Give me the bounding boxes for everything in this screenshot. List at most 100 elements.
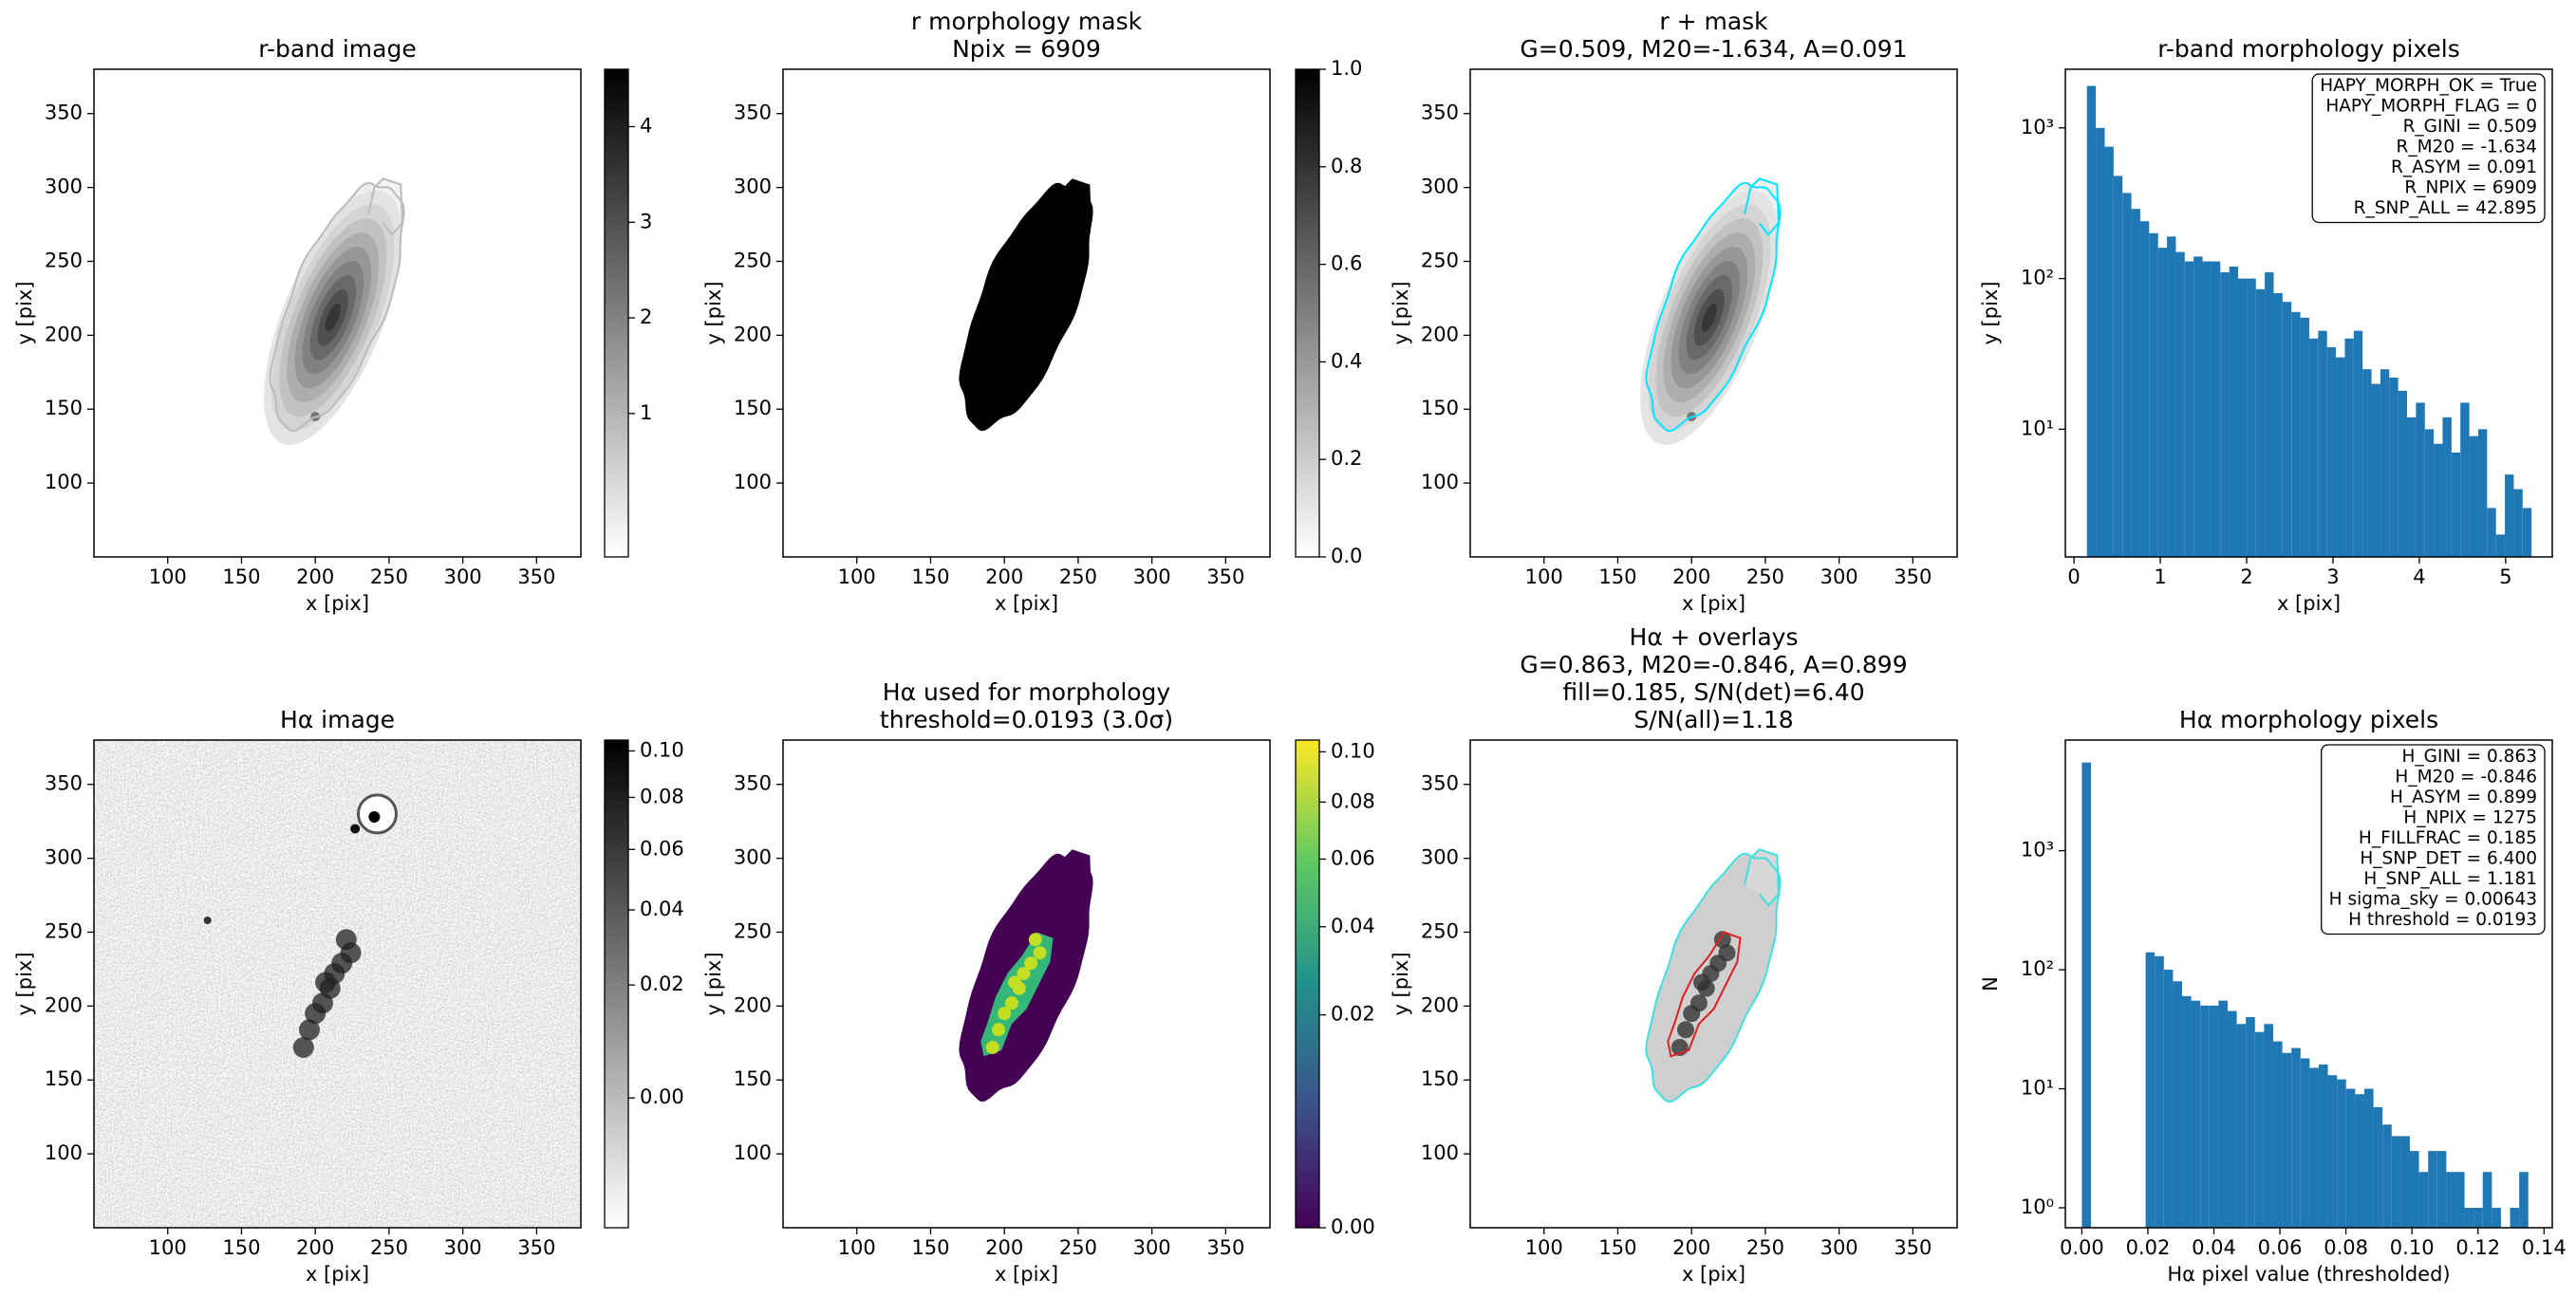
- axes-frame: [93, 68, 582, 558]
- colorbar-tick-label: 0.02: [640, 973, 684, 995]
- colorbar-tick-label: 1.0: [1331, 57, 1362, 80]
- galaxy: [325, 303, 341, 332]
- bar: [2273, 292, 2283, 557]
- blob: [998, 1007, 1012, 1021]
- mask-outline: [1744, 177, 1780, 236]
- chart-title: r-band morphology pixels: [2157, 35, 2460, 63]
- bar: [2318, 1064, 2328, 1228]
- bar: [2428, 1151, 2437, 1228]
- x-tick-label: 100: [149, 565, 187, 588]
- y-tick-label: 100: [734, 471, 772, 493]
- bar: [2163, 970, 2174, 1228]
- plot-area: [959, 849, 1093, 1102]
- bar: [2282, 1052, 2292, 1228]
- bar: [2492, 1207, 2501, 1228]
- axes-frame: [2064, 68, 2553, 558]
- y-tick-label: 350: [734, 102, 772, 124]
- y-tick-label: 10³: [2021, 116, 2054, 139]
- blob: [1004, 996, 1018, 1010]
- y-tick-label: 100: [1421, 471, 1459, 493]
- x-tick-label: 300: [444, 565, 482, 588]
- y-tick-label: 300: [45, 176, 83, 198]
- bar: [2373, 1106, 2383, 1228]
- bar: [2487, 508, 2496, 557]
- x-tick-label: 200: [1672, 1236, 1710, 1259]
- colorbar: [1295, 739, 1320, 1229]
- y-tick-label: 10³: [2021, 839, 2054, 862]
- chart-title: G=0.863, M20=-0.846, A=0.899: [1520, 651, 1907, 678]
- colorbar-tick-label: 2: [640, 306, 652, 328]
- x-tick-label: 100: [1525, 1236, 1563, 1259]
- bar: [2227, 1010, 2237, 1228]
- chart-title: Hα + overlays: [1630, 623, 1799, 651]
- bar: [2353, 330, 2363, 557]
- mask-outline: [1645, 852, 1782, 1103]
- colorbar: [604, 739, 629, 1229]
- y-tick-label: 350: [45, 102, 83, 124]
- bar: [2482, 1172, 2492, 1228]
- bar: [2173, 981, 2182, 1228]
- bar: [2398, 390, 2408, 557]
- y-tick-label: 350: [45, 772, 83, 795]
- chart-title: threshold=0.0193 (3.0σ): [880, 706, 1173, 733]
- x-tick-label: 250: [370, 565, 408, 588]
- bar: [2122, 193, 2132, 557]
- y-tick-label: 250: [734, 249, 772, 271]
- y-axis-label: y [pix]: [1979, 281, 2002, 344]
- x-tick-label: 150: [222, 1236, 260, 1259]
- bar: [2344, 338, 2354, 557]
- y-axis-label: y [pix]: [1390, 952, 1412, 1015]
- y-axis-label: y [pix]: [702, 952, 725, 1015]
- x-tick-label: 0.10: [2390, 1236, 2435, 1259]
- x-tick-label: 150: [911, 1236, 949, 1259]
- x-tick-label: 2: [2240, 565, 2252, 588]
- y-tick-label: 100: [45, 1141, 83, 1164]
- plot-area: [2086, 85, 2532, 557]
- x-tick-label: 0.14: [2522, 1236, 2567, 1259]
- stats-line: H threshold = 0.0193: [2348, 910, 2537, 930]
- bar: [2409, 1151, 2419, 1228]
- y-tick-label: 200: [1421, 993, 1459, 1016]
- bar: [2327, 1075, 2338, 1228]
- blob: [1718, 944, 1736, 962]
- chart-title: r + mask: [1659, 8, 1768, 35]
- bar: [2181, 995, 2192, 1228]
- y-axis-label: N: [1979, 976, 2002, 991]
- x-tick-label: 100: [838, 1236, 876, 1259]
- x-tick-label: 0: [2067, 565, 2080, 588]
- panel: 100 150 200 250 300 350 100 150 200 250 300 350 x [p…: [13, 706, 684, 1286]
- panel: 0.00 0.02 0.04 0.06 0.08 0.10 0.12 0.14 10⁰ 10¹ 10…: [1979, 706, 2567, 1286]
- bar: [2455, 1172, 2465, 1228]
- bar: [2416, 402, 2425, 557]
- bar: [2391, 1136, 2401, 1228]
- x-tick-label: 350: [517, 1236, 555, 1259]
- x-tick-label: 200: [1672, 565, 1710, 588]
- blob: [1008, 975, 1022, 990]
- y-tick-label: 300: [1421, 176, 1459, 198]
- y-tick-label: 250: [1421, 249, 1459, 271]
- bar: [2264, 1024, 2273, 1228]
- x-tick-label: 0.12: [2455, 1236, 2500, 1259]
- bar: [2469, 435, 2478, 557]
- mask-tail: [1057, 178, 1092, 235]
- stats-line: H_SNP_DET = 6.400: [2360, 849, 2537, 869]
- bar: [2265, 272, 2274, 557]
- bar: [2236, 1024, 2247, 1228]
- plot-area: [264, 177, 405, 446]
- y-tick-label: 350: [734, 772, 772, 795]
- bar: [2229, 267, 2239, 557]
- x-axis-label: x [pix]: [1682, 592, 1745, 615]
- bar: [2434, 443, 2443, 557]
- x-axis-label: x [pix]: [995, 1263, 1058, 1286]
- chart-title: Hα image: [280, 706, 395, 733]
- bar: [2464, 1207, 2474, 1228]
- bar: [2318, 330, 2327, 557]
- x-tick-label: 150: [222, 565, 260, 588]
- bar: [2191, 1000, 2201, 1228]
- bar: [2238, 278, 2248, 557]
- x-axis-label: x [pix]: [995, 592, 1058, 615]
- y-tick-label: 300: [45, 846, 83, 869]
- axes-frame: [1469, 68, 1958, 558]
- bar: [2184, 261, 2194, 557]
